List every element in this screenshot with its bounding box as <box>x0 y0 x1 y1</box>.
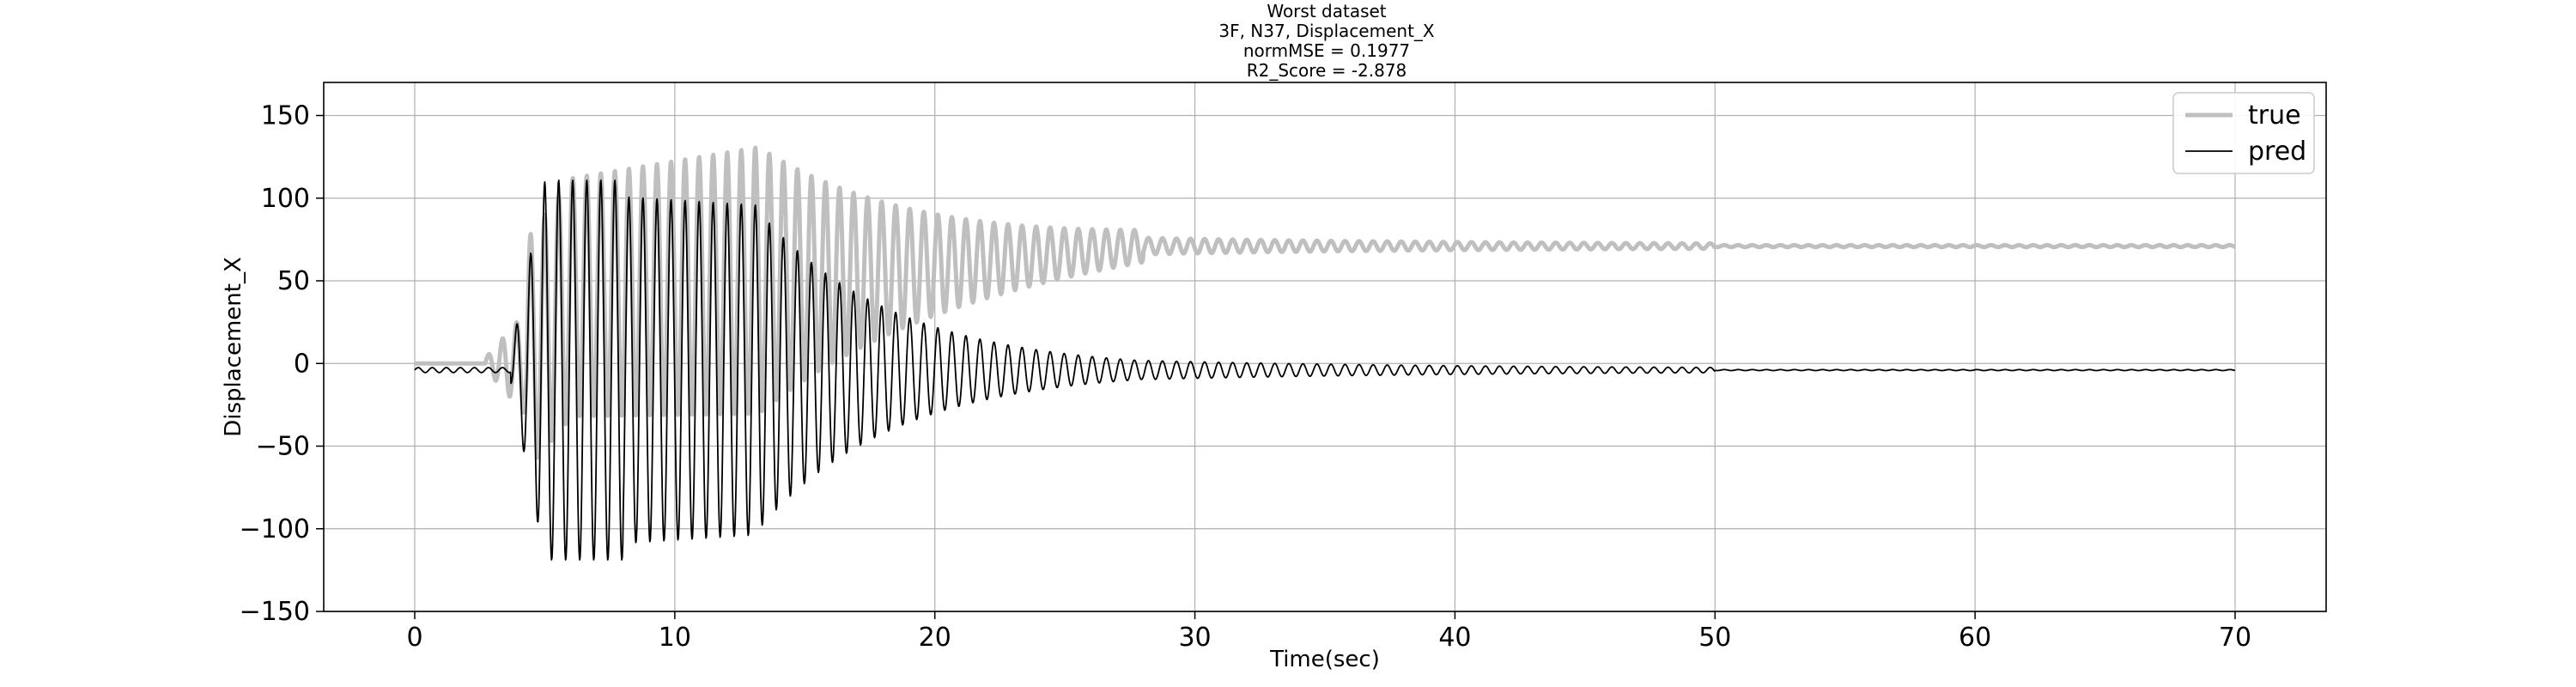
x-tick-label: 20 <box>919 623 951 653</box>
series-path-pred <box>414 179 2236 561</box>
x-tick-label: 40 <box>1438 623 1471 653</box>
x-tick-label: 10 <box>659 623 691 653</box>
title-line-3: normMSE = 0.1977 <box>1243 40 1410 61</box>
plot-area <box>413 145 2237 561</box>
title-line-2: 3F, N37, Displacement_X <box>1218 21 1435 41</box>
series-line-pred <box>414 179 2236 561</box>
y-tick-label: 0 <box>294 349 310 379</box>
legend-label-pred: pred <box>2248 137 2306 167</box>
chart-title: Worst dataset 3F, N37, Displacement_X no… <box>1218 1 1435 81</box>
x-axis-label: Time(sec) <box>1269 647 1380 672</box>
x-tick-label: 50 <box>1698 623 1731 653</box>
y-tick-label: −150 <box>240 597 310 627</box>
y-tick-label: −50 <box>256 432 310 462</box>
y-tick-label: 50 <box>277 266 310 296</box>
y-axis-label: Displacement_X <box>221 257 246 437</box>
x-tick-label: 30 <box>1178 623 1211 653</box>
y-tick-label: −100 <box>240 514 310 544</box>
legend-label-true: true <box>2248 100 2301 131</box>
x-tick-label: 70 <box>2219 623 2251 653</box>
x-axis-ticks: 0 10 20 30 40 50 60 70 <box>406 611 2251 653</box>
x-tick-label: 60 <box>1959 623 1991 653</box>
series-line-true <box>413 145 2237 460</box>
legend: true pred <box>2172 92 2315 174</box>
title-line-1: Worst dataset <box>1267 1 1386 21</box>
x-tick-label: 0 <box>406 623 422 653</box>
series-path-true <box>413 145 2237 460</box>
y-tick-label: 100 <box>261 184 310 214</box>
title-line-4: R2_Score = -2.878 <box>1247 60 1407 81</box>
plot-frame <box>323 82 2327 612</box>
y-axis-ticks: −150 −100 −50 0 50 100 150 <box>240 101 324 627</box>
y-tick-label: 150 <box>261 101 310 131</box>
